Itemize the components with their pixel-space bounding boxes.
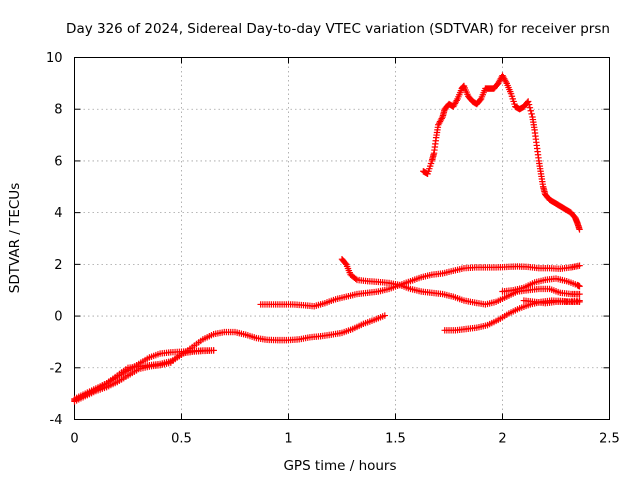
y-tick-label: -4 xyxy=(50,413,63,428)
series-track-a xyxy=(71,347,217,404)
x-tick-label: 0.5 xyxy=(171,432,192,447)
data-point xyxy=(352,275,359,283)
x-tick-labels: 0 0.5 1 1.5 2 2.5 xyxy=(70,432,619,447)
series-track-peak xyxy=(420,72,583,233)
y-tick-label: 4 xyxy=(54,206,62,221)
series-track-e xyxy=(338,255,583,308)
x-tick-label: 2.5 xyxy=(599,432,620,447)
y-tick-label: 6 xyxy=(54,154,62,169)
data-point xyxy=(528,110,535,118)
data-point xyxy=(524,98,532,105)
x-tick-label: 0 xyxy=(70,432,78,447)
plot-frame xyxy=(74,57,610,420)
chart-title: Day 326 of 2024, Sidereal Day-to-day VTE… xyxy=(66,21,610,37)
series-track-g xyxy=(499,275,583,295)
y-axis-label: SDTVAR / TECUs xyxy=(7,183,23,293)
data-point xyxy=(526,104,534,111)
y-tick-label: 2 xyxy=(54,258,62,273)
x-axis-label: GPS time / hours xyxy=(283,458,396,474)
data-point xyxy=(576,297,583,304)
y-tick-label: 8 xyxy=(54,103,62,118)
axis-ticks xyxy=(74,57,610,420)
data-point xyxy=(576,283,583,290)
x-tick-label: 1.5 xyxy=(385,432,406,447)
data-point xyxy=(576,290,583,298)
data-point xyxy=(210,347,217,354)
data-point xyxy=(576,262,583,269)
x-tick-label: 2 xyxy=(498,432,506,447)
series-track-f xyxy=(441,297,583,334)
series-track-b xyxy=(71,312,388,403)
data-marks xyxy=(71,72,583,405)
y-tick-label: -2 xyxy=(50,361,63,376)
data-point xyxy=(381,312,388,319)
y-tick-label: 0 xyxy=(54,310,62,325)
data-point xyxy=(525,101,533,108)
series-track-h xyxy=(520,297,583,307)
x-tick-label: 1 xyxy=(284,432,292,447)
y-tick-labels: -4 -2 0 2 4 6 8 10 xyxy=(46,51,63,428)
data-point xyxy=(527,107,534,114)
series-track-c xyxy=(71,347,217,405)
y-tick-label: 10 xyxy=(46,51,63,66)
data-point xyxy=(576,226,583,233)
